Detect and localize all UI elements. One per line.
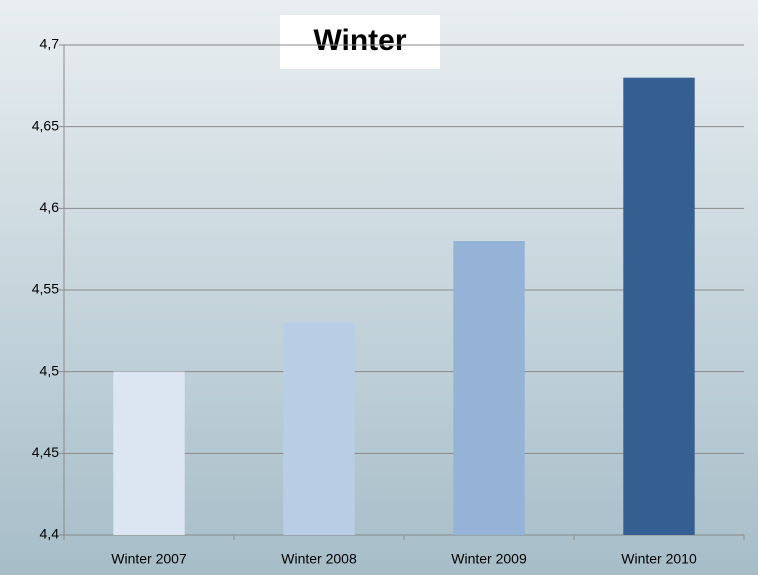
x-tick-label: Winter 2007	[111, 551, 187, 567]
x-tick-label: Winter 2009	[451, 551, 527, 567]
bar	[623, 77, 695, 536]
bar	[453, 241, 525, 535]
chart-title: Winter	[313, 24, 406, 57]
x-tick-label: Winter 2010	[621, 551, 697, 567]
y-tick-label: 4,45	[32, 444, 59, 460]
title-box	[280, 15, 440, 69]
y-tick-label: 4,5	[40, 362, 60, 378]
y-tick-label: 4,7	[40, 36, 60, 52]
bar	[283, 322, 355, 535]
y-tick-label: 4,6	[40, 199, 60, 215]
y-tick-label: 4,55	[32, 281, 59, 297]
bar	[113, 371, 185, 535]
y-tick-label: 4,4	[40, 526, 60, 542]
x-tick-label: Winter 2008	[281, 551, 357, 567]
y-tick-label: 4,65	[32, 117, 59, 133]
